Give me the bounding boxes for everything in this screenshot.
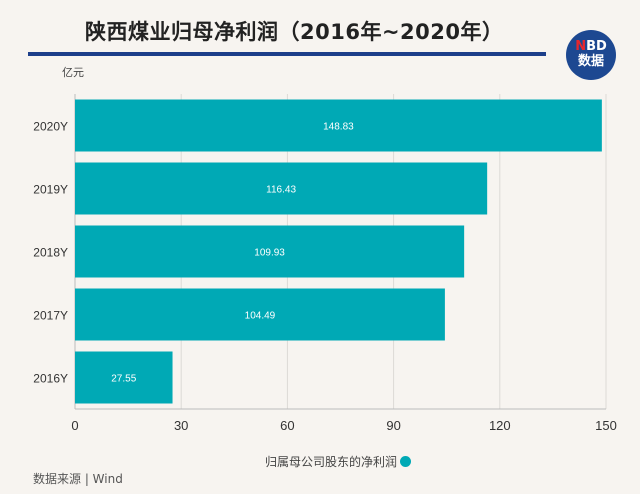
y-tick-label: 2016Y xyxy=(33,372,68,386)
x-tick-label: 90 xyxy=(386,418,400,433)
x-tick-label: 150 xyxy=(595,418,617,433)
legend-label: 归属母公司股东的净利润 xyxy=(265,455,398,469)
legend-marker xyxy=(400,456,412,467)
bar xyxy=(75,351,173,404)
legend: 归属母公司股东的净利润 xyxy=(265,453,412,470)
x-tick-label: 0 xyxy=(71,418,78,433)
data-label: 148.83 xyxy=(323,122,354,133)
data-label: 104.49 xyxy=(245,311,276,322)
bar xyxy=(75,288,445,341)
x-tick-label: 30 xyxy=(174,418,188,433)
y-tick-label: 2017Y xyxy=(33,309,68,323)
x-tick-label: 60 xyxy=(280,418,294,433)
title-rule xyxy=(28,52,546,56)
x-tick-label: 120 xyxy=(489,418,511,433)
y-tick-label: 2020Y xyxy=(33,120,68,134)
chart-title: 陕西煤业归母净利润（2016年~2020年） xyxy=(85,20,504,44)
unit-label: 亿元 xyxy=(62,66,84,79)
bar xyxy=(75,162,488,215)
bar xyxy=(75,99,602,152)
y-tick-label: 2018Y xyxy=(33,246,68,260)
bar xyxy=(75,225,465,278)
logo-line2: 数据 xyxy=(577,54,604,69)
y-tick-label: 2019Y xyxy=(33,183,68,197)
source-note: 数据来源 | Wind xyxy=(33,472,123,486)
data-label: 116.43 xyxy=(266,185,296,196)
nbd-logo: NBD 数据 xyxy=(566,30,616,80)
logo-n: N xyxy=(575,39,587,54)
logo-bd: BD xyxy=(586,39,607,54)
data-label: 27.55 xyxy=(111,374,136,385)
data-label: 109.93 xyxy=(254,248,285,259)
